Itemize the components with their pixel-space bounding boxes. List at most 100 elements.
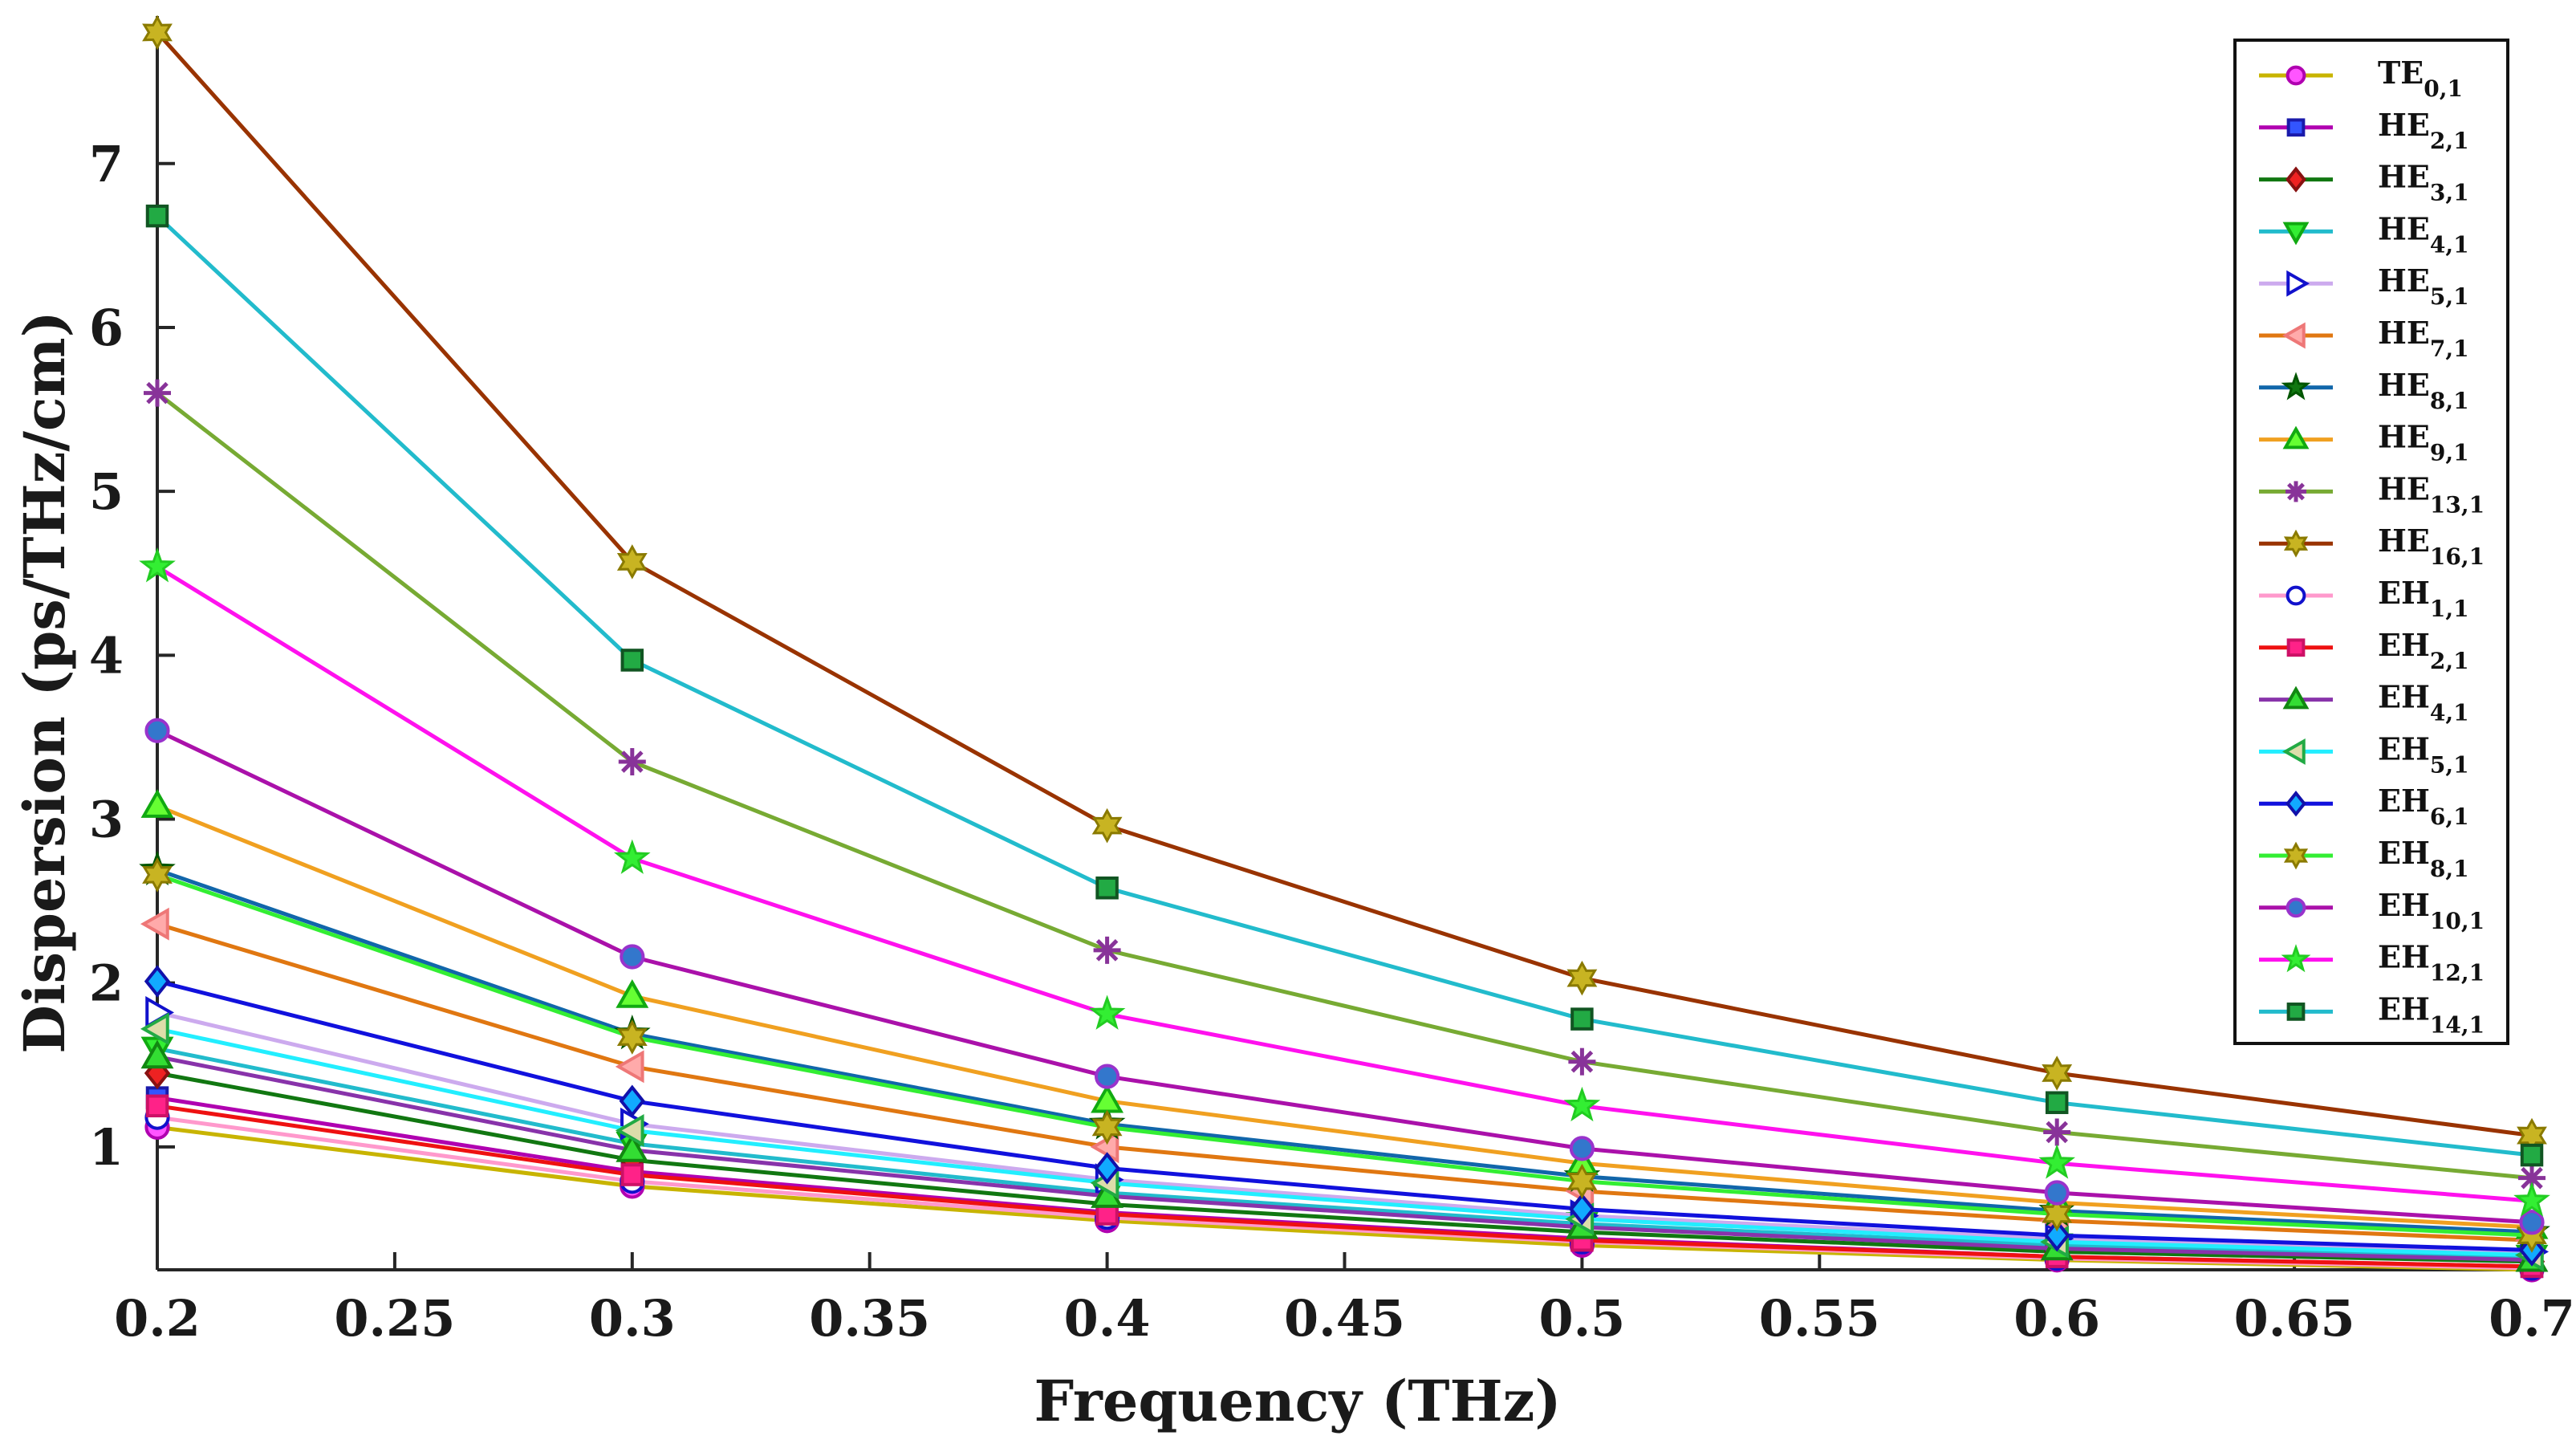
data-point-eh-12-1	[139, 547, 176, 583]
legend-label-name: EH	[2378, 679, 2430, 715]
series-he-16-1	[142, 14, 2547, 1153]
x-tick-label: 0.4	[1064, 1289, 1151, 1348]
legend-entry-eh-14-1: EH14,1	[2259, 990, 2485, 1038]
legend-label: HE5,1	[2378, 262, 2469, 310]
asterisk-stroke	[146, 381, 169, 405]
data-point-he-13-1	[144, 379, 171, 407]
data-point-he-16-1	[1091, 807, 1123, 844]
legend-label: EH12,1	[2378, 939, 2485, 986]
legend-label-name: EH	[2378, 783, 2430, 819]
data-point-eh-14-1	[145, 204, 169, 228]
legend-marker	[2282, 685, 2310, 710]
data-point-he-13-1	[618, 748, 646, 776]
legend-marker	[2285, 897, 2306, 918]
series-line-eh-10-1	[156, 728, 2533, 1225]
series-line-eh-12-1	[156, 564, 2533, 1203]
asterisk-stroke	[2046, 1121, 2068, 1144]
legend-entry-te-0-1: TE0,1	[2259, 55, 2463, 102]
legend-label: EH6,1	[2378, 783, 2469, 830]
series-line-eh-8-1	[156, 872, 2533, 1238]
x-tick-label: 0.7	[2489, 1289, 2575, 1348]
series-line-eh-4-1	[156, 1055, 2533, 1263]
legend-marker	[2281, 738, 2306, 765]
legend-label-sub: 1,1	[2430, 596, 2469, 622]
legend: TE0,1HE2,1HE3,1HE4,1HE5,1HE7,1HE8,1HE9,1…	[2233, 39, 2509, 1045]
data-point-eh-10-1	[1569, 1136, 1595, 1161]
series-line-eh-2-1	[156, 1104, 2533, 1269]
data-point-eh-8-1	[1566, 1163, 1598, 1199]
x-tick-label: 0.3	[589, 1289, 676, 1348]
legend-label-name: EH	[2378, 887, 2430, 923]
legend-label-sub: 5,1	[2430, 283, 2469, 310]
series-line-he-5-1	[156, 1010, 2533, 1254]
legend-label-name: HE	[2378, 262, 2430, 299]
x-axis-title: Frequency (THz)	[1034, 1368, 1561, 1434]
legend-label-name: HE	[2378, 419, 2430, 455]
data-point-he-7-1	[140, 907, 169, 941]
asterisk-stroke	[1570, 1050, 1594, 1073]
y-tick-label: 7	[89, 135, 124, 193]
asterisk-stroke	[2287, 482, 2305, 501]
data-point-eh-14-1	[1570, 1007, 1594, 1031]
legend-marker	[2282, 425, 2310, 449]
x-tick-label: 0.25	[334, 1289, 455, 1348]
series-line-he-9-1	[156, 803, 2533, 1230]
legend-label-name: EH	[2378, 627, 2430, 663]
data-point-he-16-1	[1566, 960, 1598, 996]
x-tick-label: 0.55	[1759, 1289, 1880, 1348]
series-layer	[139, 14, 2550, 1283]
data-point-he-13-1	[1093, 936, 1121, 964]
legend-label-sub: 0,1	[2424, 75, 2463, 102]
data-point-eh-12-1	[2038, 1144, 2076, 1179]
data-point-eh-6-1	[619, 1084, 645, 1117]
data-point-eh-6-1	[2044, 1218, 2070, 1252]
data-point-he-13-1	[2518, 1164, 2546, 1192]
legend-entry-he-9-1: HE9,1	[2259, 419, 2469, 466]
legend-label: EH1,1	[2378, 575, 2469, 622]
legend-entry-eh-6-1: EH6,1	[2259, 783, 2469, 830]
y-tick-label: 2	[89, 954, 124, 1013]
legend-label: HE4,1	[2378, 210, 2469, 258]
x-tick-label: 0.65	[2234, 1289, 2355, 1348]
legend-marker	[2285, 65, 2306, 86]
legend-label-name: HE	[2378, 315, 2430, 351]
data-point-eh-4-1	[140, 1039, 174, 1069]
legend-label-sub: 4,1	[2430, 700, 2469, 726]
legend-label: EH10,1	[2378, 887, 2485, 934]
legend-label-name: EH	[2378, 730, 2430, 767]
legend-label: EH14,1	[2378, 990, 2485, 1038]
data-point-eh-6-1	[1094, 1152, 1120, 1185]
legend-entry-he-8-1: HE8,1	[2259, 367, 2469, 414]
legend-entry-eh-12-1: EH12,1	[2259, 939, 2485, 986]
legend-label-sub: 6,1	[2430, 803, 2469, 830]
data-point-eh-10-1	[2519, 1210, 2545, 1235]
legend-label-sub: 9,1	[2430, 440, 2469, 466]
legend-marker	[2286, 1003, 2306, 1021]
data-point-eh-12-1	[613, 839, 651, 874]
x-tick-label: 0.45	[1284, 1289, 1405, 1348]
legend-entry-eh-1-1: EH1,1	[2259, 575, 2469, 622]
data-point-eh-8-1	[2042, 1196, 2073, 1232]
data-point-eh-8-1	[616, 1019, 648, 1055]
legend-label-sub: 3,1	[2430, 180, 2469, 206]
legend-entry-he-16-1: HE16,1	[2259, 523, 2485, 570]
data-point-eh-10-1	[2044, 1180, 2070, 1206]
legend-entry-eh-8-1: EH8,1	[2259, 835, 2469, 882]
data-point-he-7-1	[615, 1050, 644, 1084]
legend-entry-he-13-1: HE13,1	[2259, 470, 2485, 518]
y-tick-label: 5	[89, 462, 124, 521]
data-point-eh-14-1	[2045, 1091, 2069, 1114]
series-line-he-13-1	[156, 391, 2533, 1181]
data-point-eh-14-1	[620, 649, 644, 672]
legend-label: EH2,1	[2378, 627, 2469, 674]
legend-marker	[2285, 585, 2306, 606]
data-point-eh-8-1	[2517, 1218, 2547, 1253]
legend-marker	[2285, 481, 2306, 502]
data-point-eh-10-1	[620, 944, 645, 970]
series-he-8-1	[139, 850, 2550, 1248]
legend-marker	[2283, 841, 2309, 870]
y-tick-label: 4	[89, 626, 124, 685]
legend-label: HE9,1	[2378, 419, 2469, 466]
legend-label-name: HE	[2378, 367, 2430, 403]
